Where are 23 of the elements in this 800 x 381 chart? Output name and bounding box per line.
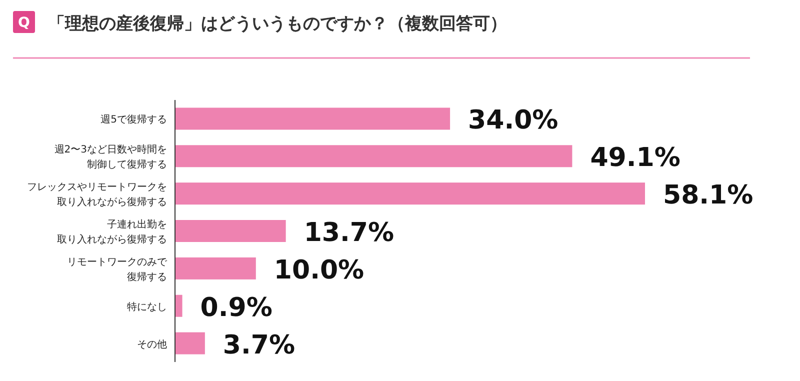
bar [175, 145, 572, 168]
data-label: 0.9% [200, 292, 272, 323]
data-label: 49.1% [590, 143, 680, 174]
y-tick-label: 特になし [127, 300, 167, 313]
y-tick-label: フレックスやリモートワークを取り入れながら復帰する [27, 182, 167, 208]
bar [175, 182, 645, 205]
bar [175, 220, 286, 242]
y-tick-label: その他 [137, 338, 167, 350]
y-tick-label: リモートワークのみで復帰する [67, 256, 168, 283]
bar [175, 332, 205, 354]
data-label: 3.7% [222, 330, 296, 360]
chart-title: 「理想の産後復帰」はどういうものですか？（複数回答可） [48, 14, 507, 34]
bar [175, 108, 450, 130]
data-label: 13.7% [304, 218, 394, 248]
y-tick-label: 週2〜3など日数や時間を制御して復帰する [54, 144, 167, 171]
text: Q [18, 15, 30, 31]
y-tick-label: 週5で復帰する [100, 114, 167, 126]
bar [175, 257, 256, 280]
bar [175, 294, 182, 317]
data-label: 58.1% [663, 180, 754, 211]
data-label: 10.0% [274, 255, 364, 286]
data-label: 34.0% [468, 106, 558, 136]
y-tick-label: 子連れ出勤を取り入れながら復帰する [57, 218, 167, 246]
